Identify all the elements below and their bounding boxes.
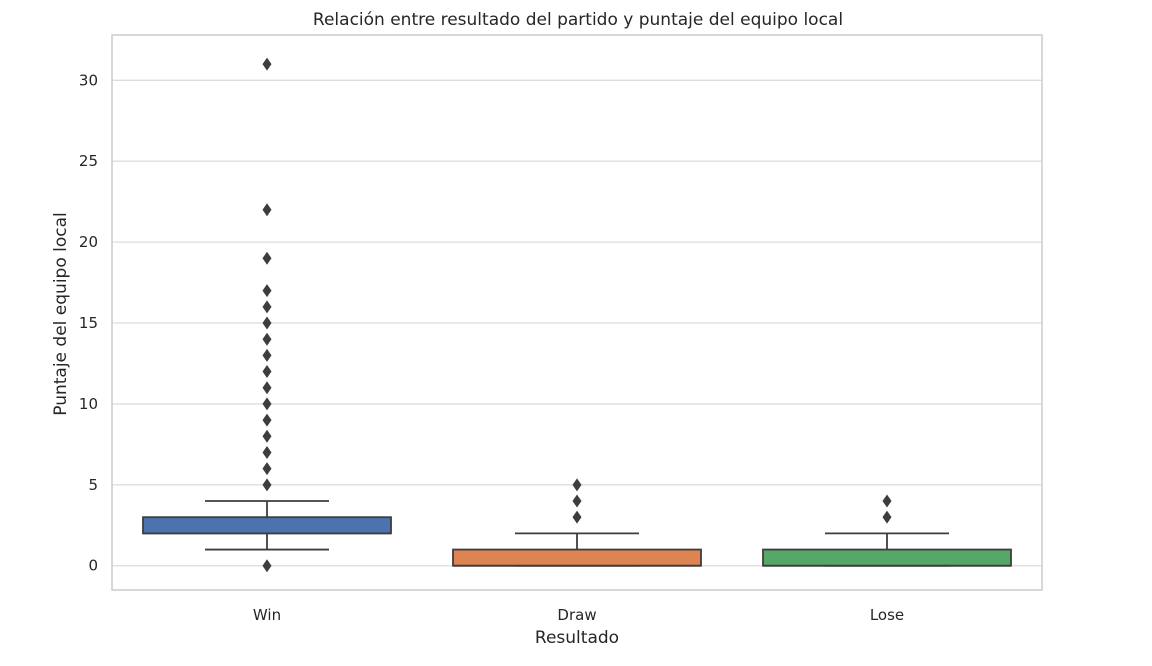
- y-tick-label: 10: [79, 395, 98, 413]
- outlier-point: [262, 413, 272, 427]
- box-group-lose: [762, 494, 1012, 567]
- box-group-win: [142, 57, 392, 573]
- outlier-point: [262, 348, 272, 362]
- x-axis-label: Resultado: [535, 628, 619, 648]
- x-tick-label: Lose: [870, 606, 904, 624]
- plot-frame: [111, 34, 1043, 591]
- grid-layer: [112, 79, 1042, 567]
- x-tick-label: Win: [253, 606, 281, 624]
- outlier-point: [572, 478, 582, 492]
- x-tick-label: Draw: [557, 606, 596, 624]
- outlier-point: [262, 381, 272, 395]
- box-layer: [142, 57, 1012, 573]
- iqr-box: [762, 548, 1012, 567]
- y-tick-label: 15: [79, 314, 98, 332]
- outlier-point: [262, 300, 272, 314]
- outlier-point: [262, 251, 272, 265]
- y-tick-label: 5: [88, 476, 98, 494]
- y-tick-label: 25: [79, 152, 98, 170]
- box-group-draw: [452, 478, 702, 567]
- iqr-box: [452, 548, 702, 567]
- outlier-point: [262, 462, 272, 476]
- outlier-point: [262, 365, 272, 379]
- x-tick-layer: Win Draw Lose: [253, 606, 904, 624]
- outlier-point: [882, 510, 892, 524]
- outlier-point: [262, 559, 272, 573]
- y-tick-label: 20: [79, 233, 98, 251]
- outlier-point: [262, 445, 272, 459]
- outlier-point: [262, 316, 272, 330]
- iqr-box: [142, 516, 392, 535]
- outlier-point: [572, 510, 582, 524]
- y-tick-label: 30: [79, 71, 98, 89]
- chart-title: Relación entre resultado del partido y p…: [313, 10, 843, 30]
- outlier-point: [262, 203, 272, 217]
- y-tick-label: 0: [88, 557, 98, 575]
- outlier-point: [262, 397, 272, 411]
- y-tick-layer: 0 5 10 15 20 25 30: [79, 71, 98, 574]
- outlier-point: [262, 429, 272, 443]
- outlier-point: [262, 332, 272, 346]
- outlier-point: [262, 57, 272, 71]
- outlier-point: [882, 494, 892, 508]
- outlier-point: [572, 494, 582, 508]
- outlier-point: [262, 478, 272, 492]
- outlier-point: [262, 284, 272, 298]
- y-axis-label: Puntaje del equipo local: [51, 212, 71, 416]
